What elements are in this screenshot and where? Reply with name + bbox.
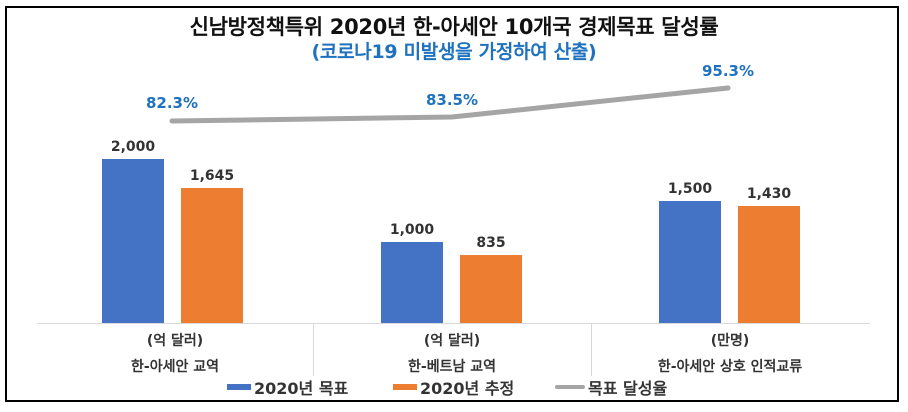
- bar-estimate-1: [460, 255, 522, 323]
- value-estimate-0: 1,645: [189, 168, 235, 184]
- category-unit-1: (억 달러): [423, 333, 481, 349]
- legend-label-achievement: 목표 달성율: [588, 379, 668, 398]
- value-estimate-1: 835: [476, 235, 506, 251]
- legend-swatch-orange-icon: [393, 384, 417, 390]
- legend-line-gray-icon: [555, 385, 585, 389]
- category-name-1: 한-베트남 교역: [408, 359, 496, 375]
- bar-target-2: [659, 201, 721, 323]
- value-target-1: 1,000: [389, 222, 435, 238]
- legend-swatch-blue-icon: [227, 384, 251, 390]
- category-name-0: 한-아세안 교역: [131, 359, 219, 375]
- legend-item-target: 2020년 목표: [227, 376, 348, 398]
- legend-label-target: 2020년 목표: [254, 379, 349, 398]
- category-divider: [591, 324, 592, 376]
- chart-subtitle: (코로나19 미발생을 가정하여 산출): [311, 41, 597, 63]
- achievement-label-2: 95.3%: [701, 62, 755, 80]
- value-target-2: 1,500: [667, 181, 713, 197]
- category-divider: [313, 324, 314, 376]
- x-axis: [37, 323, 870, 324]
- achievement-label-0: 82.3%: [145, 94, 199, 112]
- category-unit-0: (억 달러): [146, 333, 204, 349]
- bar-estimate-2: [738, 206, 800, 323]
- achievement-label-1: 83.5%: [425, 91, 479, 109]
- chart-title: 신남방정책특위 2020년 한-아세안 10개국 경제목표 달성률: [189, 15, 719, 39]
- bar-target-0: [102, 159, 164, 323]
- chart-legend: 2020년 목표 2020년 추정 목표 달성율: [0, 376, 908, 398]
- category-name-2: 한-아세안 상호 인적교류: [657, 359, 803, 375]
- legend-item-achievement: 목표 달성율: [555, 376, 667, 398]
- value-estimate-2: 1,430: [746, 186, 792, 202]
- category-unit-2: (만명): [710, 333, 750, 349]
- value-target-0: 2,000: [110, 139, 156, 155]
- bar-estimate-0: [181, 188, 243, 323]
- legend-item-estimate: 2020년 추정: [393, 376, 514, 398]
- bar-target-1: [381, 242, 443, 323]
- legend-label-estimate: 2020년 추정: [420, 379, 515, 398]
